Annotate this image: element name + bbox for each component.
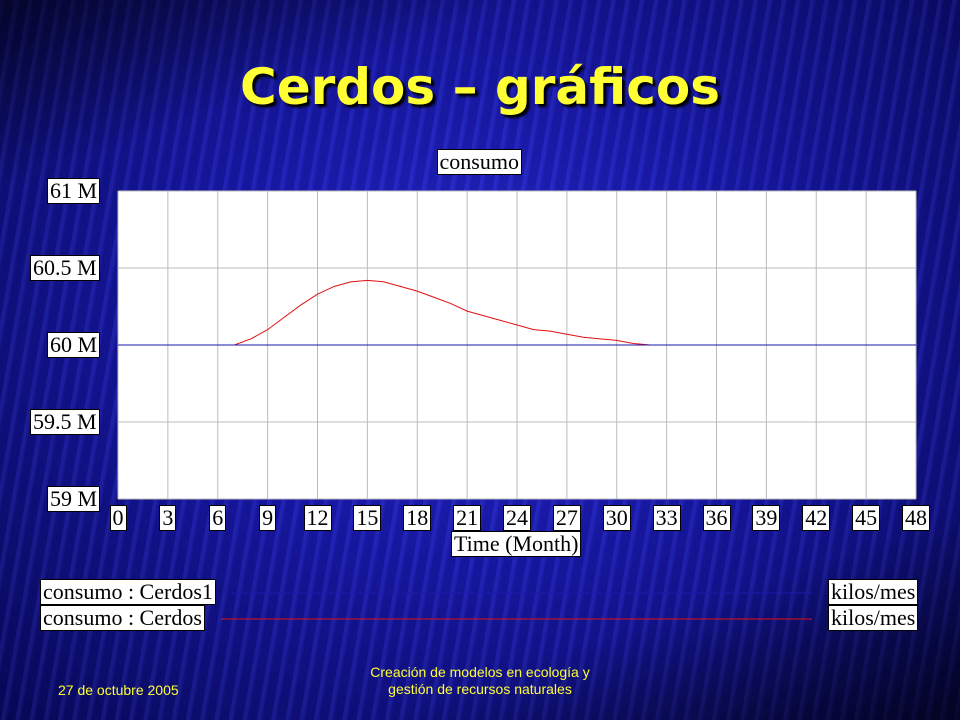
x-tick-label: 39 — [752, 505, 781, 531]
x-tick-label: 15 — [353, 505, 382, 531]
x-tick-label: 12 — [303, 505, 332, 531]
x-tick-label: 24 — [503, 505, 531, 531]
footer: Creación de modelos en ecología y gestió… — [280, 664, 680, 698]
legend-label: consumo : Cerdos — [40, 605, 205, 631]
x-tick-label: 45 — [852, 505, 881, 531]
x-tick-label: 36 — [702, 505, 731, 531]
x-tick-label: 48 — [902, 505, 930, 531]
x-tick-label: 42 — [802, 505, 831, 531]
x-tick-label: 33 — [652, 505, 681, 531]
date: 27 de octubre 2005 — [58, 682, 179, 698]
x-tick-label: 21 — [453, 505, 482, 531]
x-tick-label: 6 — [209, 505, 227, 531]
y-tick-label: 60.5 M — [30, 255, 100, 281]
x-tick-label: 30 — [602, 505, 631, 531]
footer-line: gestión de recursos naturales — [388, 681, 572, 697]
footer-line: Creación de modelos en ecología y — [370, 664, 590, 680]
x-tick-label: 3 — [159, 505, 177, 531]
legend-unit: kilos/mes — [828, 579, 919, 605]
x-axis-label: Time (Month) — [451, 531, 582, 557]
y-tick-label: 60 M — [47, 332, 101, 358]
x-tick-label: 0 — [109, 505, 127, 531]
chart-title: consumo — [436, 149, 522, 175]
x-tick-label: 27 — [552, 505, 581, 531]
legend-label: consumo : Cerdos1 — [40, 579, 216, 605]
legend-unit: kilos/mes — [828, 605, 919, 631]
y-tick-label: 59.5 M — [30, 409, 100, 435]
slide-title: Cerdos – gráficos — [240, 58, 720, 116]
x-tick-label: 18 — [403, 505, 432, 531]
y-tick-label: 59 M — [47, 486, 101, 512]
x-tick-label: 9 — [259, 505, 277, 531]
y-tick-label: 61 M — [47, 178, 101, 204]
